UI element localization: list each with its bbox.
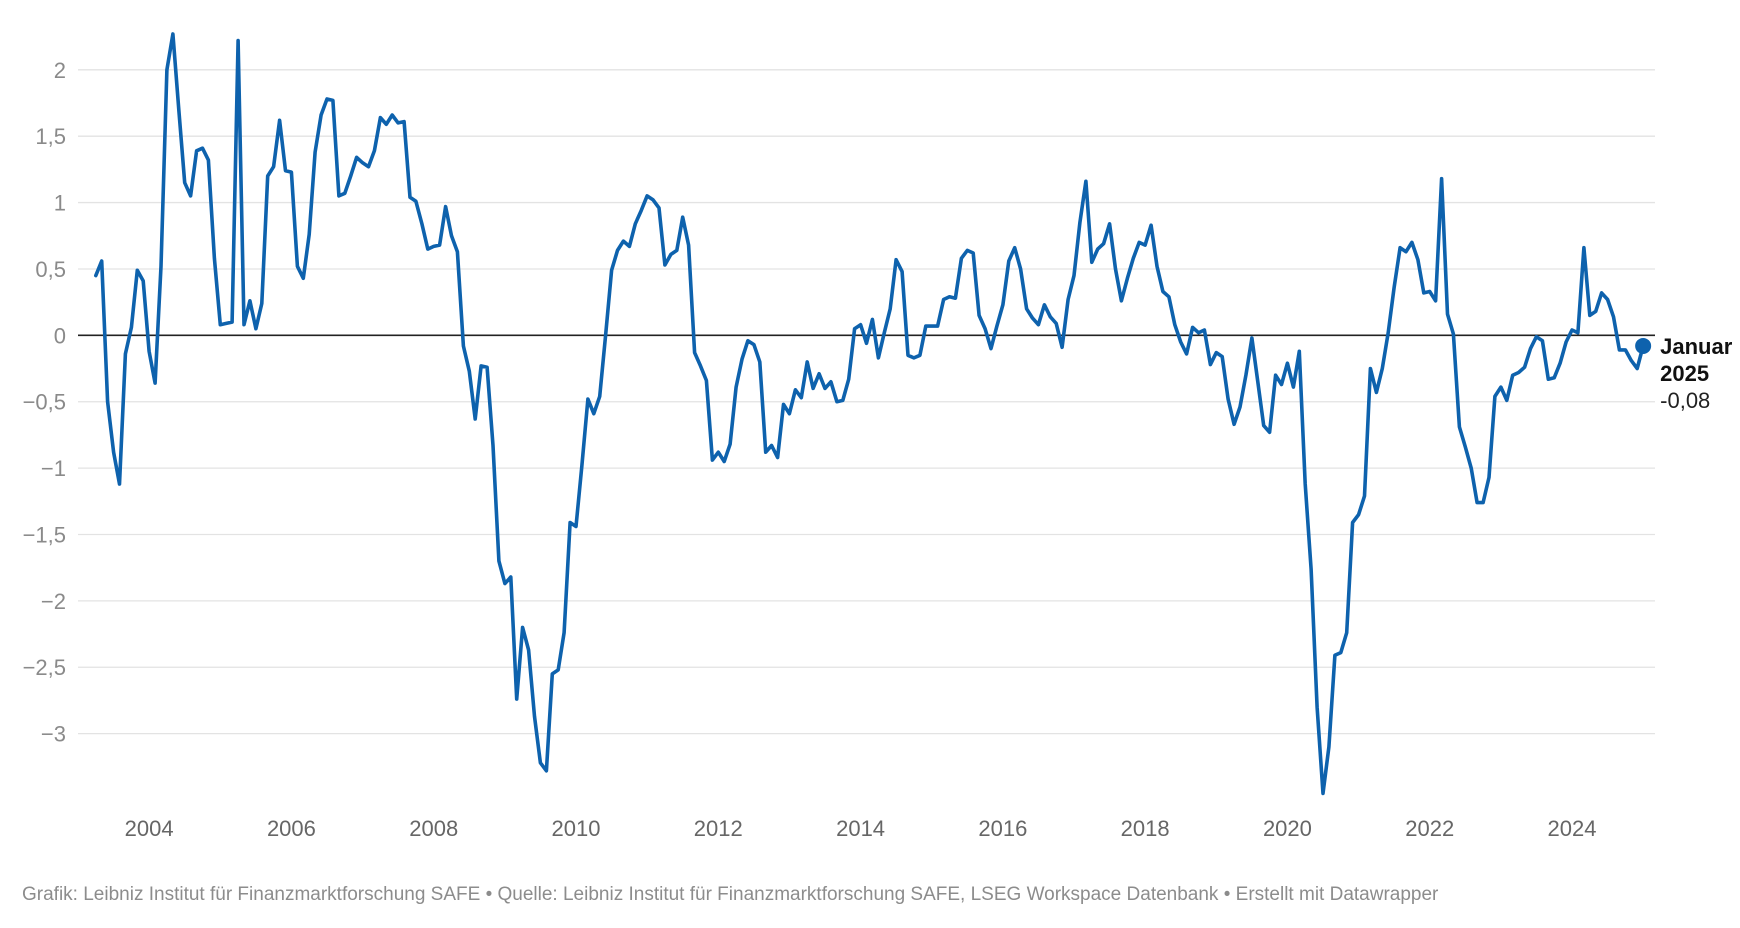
y-tick-label: 1,5 [35,124,66,149]
y-tick-label: 0 [54,323,66,348]
y-tick-label: −1,5 [23,522,66,547]
x-axis-ticks: 2004 2006 2008 2010 2012 2014 2016 2018 2020 2022… [125,816,1597,841]
x-tick-label: 2018 [1121,816,1170,841]
y-tick-label: −3 [41,722,66,747]
x-tick-label: 2020 [1263,816,1312,841]
x-tick-label: 2004 [125,816,174,841]
y-tick-label: 2 [54,58,66,83]
x-tick-label: 2024 [1548,816,1597,841]
y-tick-label: 0,5 [35,257,66,282]
y-tick-label: 1 [54,191,66,216]
x-tick-label: 2022 [1405,816,1454,841]
end-point-marker [1635,337,1652,354]
x-tick-label: 2012 [694,816,743,841]
x-tick-label: 2006 [267,816,316,841]
end-label-month: Januar [1660,334,1733,359]
gridlines [78,69,1655,735]
y-tick-label: −1 [41,456,66,481]
y-tick-label: −0,5 [23,390,66,415]
y-tick-label: −2 [41,589,66,614]
x-tick-label: 2016 [978,816,1027,841]
y-axis-ticks: 2 1,5 1 0,5 0 −0,5 −1 −1,5 −2 −2,5 −3 [23,58,66,747]
y-tick-label: −2,5 [23,655,66,680]
x-tick-label: 2008 [409,816,458,841]
x-tick-label: 2014 [836,816,885,841]
end-value-label: -0,08 [1660,388,1710,413]
end-label-year: 2025 [1660,361,1709,386]
series-line [94,32,1645,796]
x-tick-label: 2010 [552,816,601,841]
source-footer: Grafik: Leibniz Institut für Finanzmarkt… [22,884,1439,905]
